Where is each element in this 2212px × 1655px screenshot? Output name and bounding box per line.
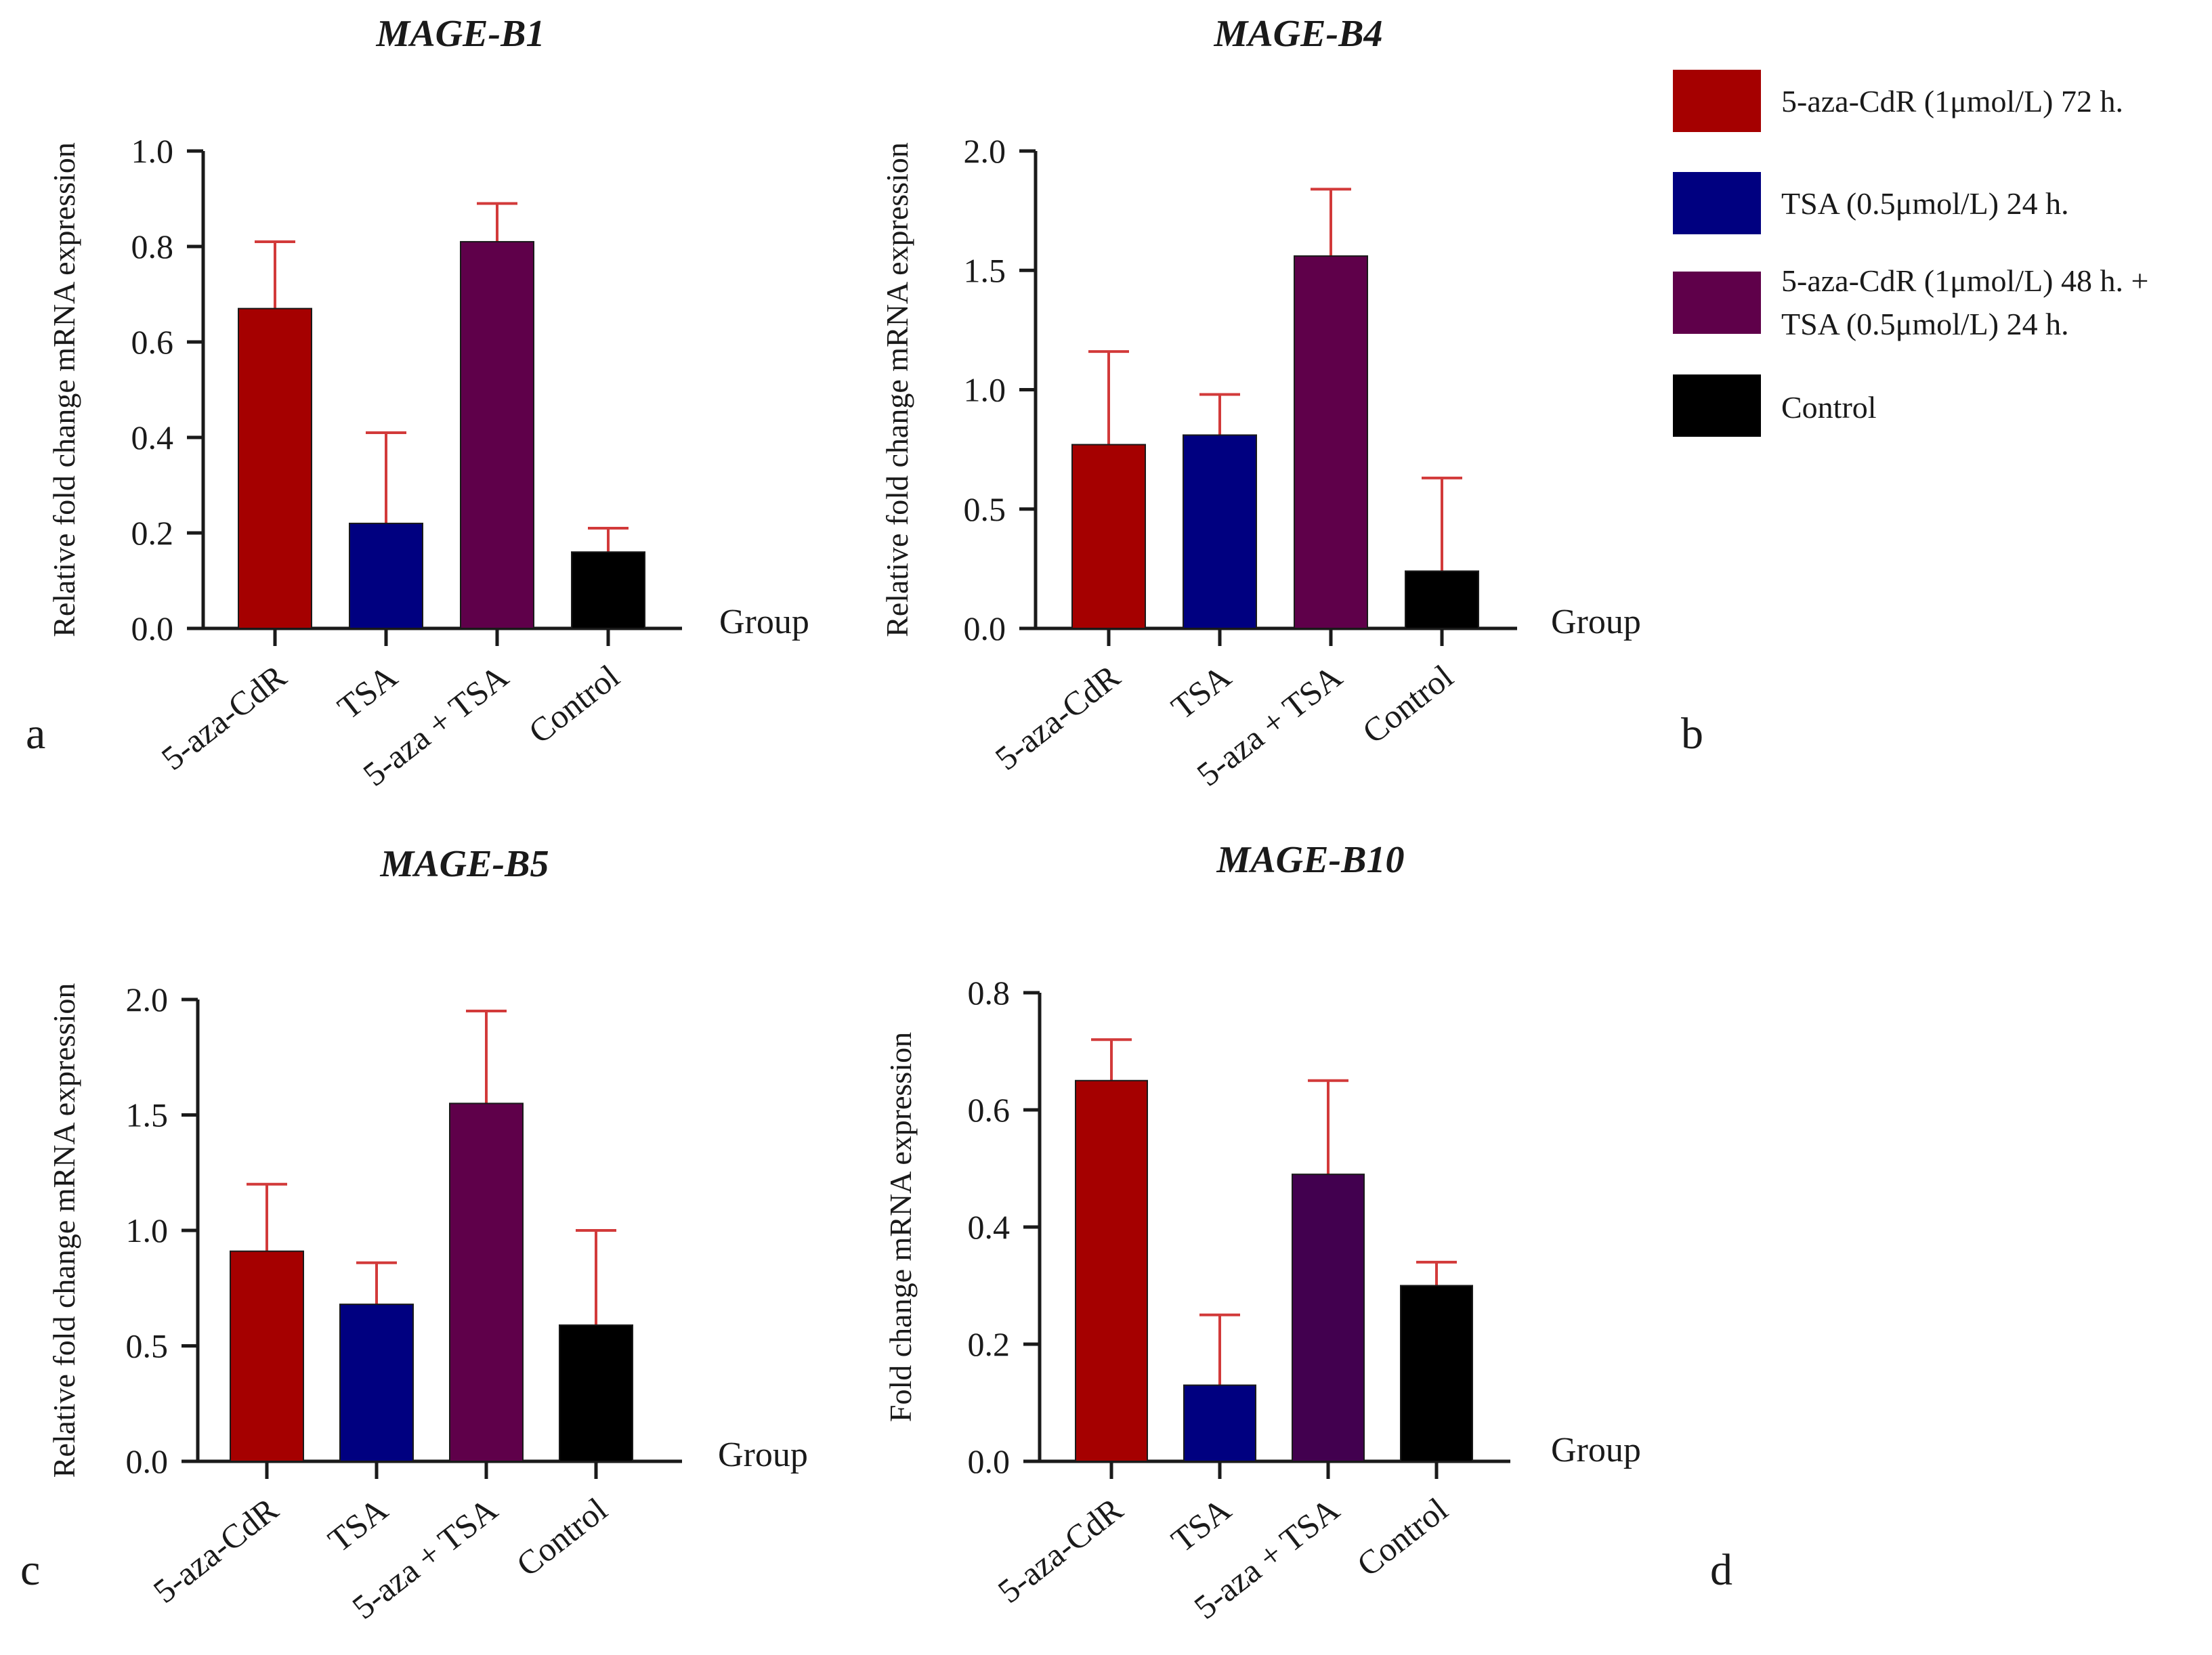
x-axis-label: Group	[719, 603, 809, 641]
y-tick-label: 1.0	[131, 132, 174, 170]
y-tick-label: 1.5	[126, 1096, 169, 1134]
x-tick-label-tsa: TSA	[331, 658, 404, 727]
bar-5-aza-tsa	[460, 240, 534, 629]
bar-control	[1400, 1285, 1473, 1462]
y-tick-label: 2.0	[964, 132, 1006, 170]
chart-title: MAGE-B10	[1216, 839, 1405, 881]
legend-item-3: 5-aza-CdR (1μmol/L) 48 h. + TSA (0.5μmol/…	[1673, 263, 2148, 341]
bar-5-aza-tsa	[1294, 255, 1368, 630]
chart-panel-b: MAGE-B4 Relative fold change mRNA express…	[880, 13, 1703, 794]
x-tick-label-5-aza-cdr: 5-aza-CdR	[991, 1490, 1130, 1610]
y-tick-label: 0.0	[968, 1442, 1011, 1480]
x-axis-label: Group	[1551, 603, 1641, 641]
x-tick-label-5-aza-cdr: 5-aza-CdR	[154, 657, 294, 777]
bar-tsa	[1183, 434, 1257, 629]
legend-swatch	[1673, 374, 1761, 437]
chart-panel-c: MAGE-B5 Relative fold change mRNA express…	[20, 843, 808, 1627]
bar-5-aza-cdr	[1075, 1079, 1148, 1462]
y-axis-label: Relative fold change mRNA expression	[47, 142, 81, 637]
x-tick-label-5-aza-cdr: 5-aza-CdR	[146, 1490, 286, 1610]
legend-item-4: Control	[1673, 374, 1877, 437]
legend-item-2: TSA (0.5μmol/L) 24 h.	[1673, 172, 2069, 234]
chart-title: MAGE-B1	[376, 13, 545, 55]
bar-control	[559, 1324, 633, 1463]
legend-swatch	[1673, 272, 1761, 334]
panel-letter-c: c	[20, 1545, 40, 1595]
y-axis-label: Fold change mRNA expression	[883, 1032, 918, 1422]
y-tick-label: 0.0	[964, 609, 1006, 647]
y-tick-label: 0.4	[968, 1208, 1011, 1246]
x-tick-label-control: Control	[1350, 1490, 1455, 1584]
y-axis-label: Relative fold change mRNA expression	[47, 983, 81, 1478]
y-tick-label: 0.6	[968, 1091, 1011, 1129]
panel-letter-b: b	[1681, 709, 1703, 758]
x-tick-label-5-aza-cdr: 5-aza-CdR	[988, 657, 1128, 777]
y-tick-label: 1.5	[964, 251, 1006, 289]
y-tick-label: 0.0	[131, 609, 174, 647]
legend-swatch	[1673, 172, 1761, 234]
y-tick-label: 0.8	[131, 228, 174, 265]
bar-5-aza-tsa	[1292, 1174, 1365, 1463]
bar-tsa	[349, 522, 423, 630]
y-tick-label: 0.5	[964, 490, 1006, 528]
chart-title: MAGE-B4	[1214, 13, 1383, 55]
legend-label: Control	[1781, 390, 1877, 425]
x-tick-label-tsa: TSA	[1164, 1490, 1238, 1560]
bar-5-aza-cdr	[238, 307, 312, 629]
y-tick-label: 0.6	[131, 323, 174, 361]
y-tick-label: 0.0	[126, 1442, 169, 1480]
y-tick-label: 0.5	[126, 1327, 169, 1365]
y-tick-label: 0.8	[968, 974, 1011, 1012]
x-axis-label: Group	[718, 1436, 808, 1474]
bar-tsa	[339, 1304, 414, 1462]
x-axis-label: Group	[1551, 1431, 1641, 1469]
bar-5-aza-tsa	[449, 1102, 524, 1462]
bar-5-aza-cdr	[1071, 444, 1146, 629]
legend-swatch	[1673, 70, 1761, 132]
y-tick-label: 1.0	[964, 371, 1006, 409]
x-tick-label-tsa: TSA	[321, 1490, 395, 1560]
y-tick-label: 0.4	[131, 418, 174, 456]
y-axis-label: Relative fold change mRNA expression	[880, 142, 914, 637]
x-tick-label-control: Control	[1355, 658, 1460, 751]
y-tick-label: 0.2	[968, 1325, 1011, 1363]
legend-label: TSA (0.5μmol/L) 24 h.	[1781, 307, 2069, 341]
x-tick-label-control: Control	[509, 1490, 614, 1584]
chart-panel-d: MAGE-B10 Fold change mRNA expression 0.0 0.…	[883, 839, 1732, 1627]
x-tick-label-control: Control	[522, 658, 626, 751]
chart-panel-a: MAGE-B1 Relative fold change mRNA express…	[26, 13, 809, 794]
panel-letter-a: a	[26, 709, 45, 758]
bar-control	[571, 551, 645, 630]
x-tick-label-tsa: TSA	[1164, 658, 1238, 727]
bar-tsa	[1183, 1384, 1256, 1463]
y-tick-label: 1.0	[126, 1211, 169, 1249]
panel-letter-d: d	[1710, 1545, 1732, 1595]
y-tick-label: 0.2	[131, 514, 174, 552]
chart-title: MAGE-B5	[380, 843, 549, 885]
legend-label: TSA (0.5μmol/L) 24 h.	[1781, 186, 2069, 221]
y-tick-label: 2.0	[126, 981, 169, 1018]
legend-item-1: 5-aza-CdR (1μmol/L) 72 h.	[1673, 70, 2123, 132]
bar-control	[1405, 570, 1479, 630]
legend-label: 5-aza-CdR (1μmol/L) 72 h.	[1781, 84, 2123, 119]
legend-label: 5-aza-CdR (1μmol/L) 48 h. +	[1781, 263, 2148, 298]
bar-5-aza-cdr	[230, 1250, 304, 1462]
legend: 5-aza-CdR (1μmol/L) 72 h. TSA (0.5μmol/L)…	[1673, 70, 2148, 437]
